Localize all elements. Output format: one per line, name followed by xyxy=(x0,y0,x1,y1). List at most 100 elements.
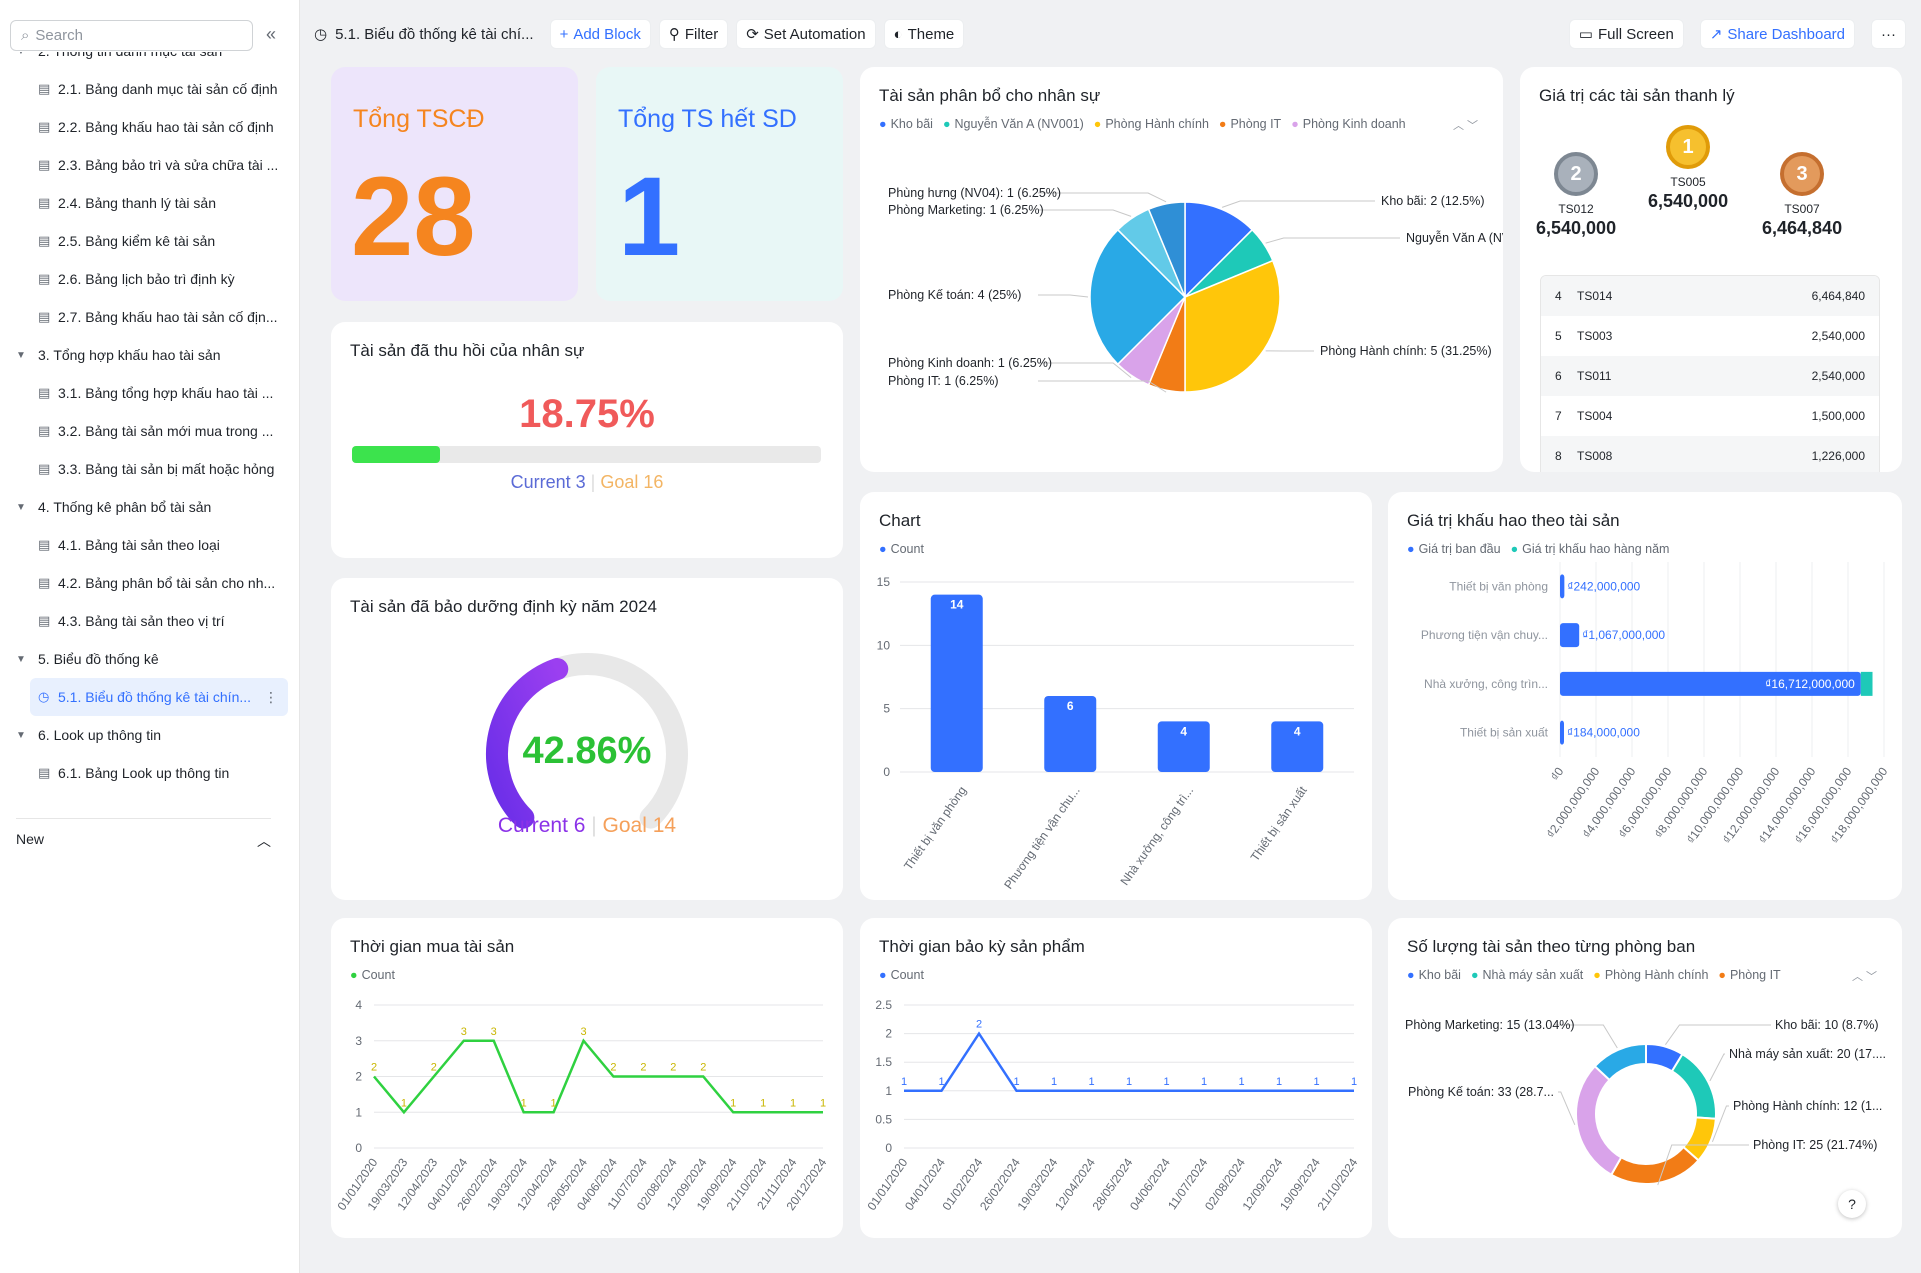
nav-item[interactable]: ▤ 4.3. Bảng tài sản theo vị trí xyxy=(0,602,300,640)
nav-item[interactable]: ▤ 2.6. Bảng lịch bảo trì định kỳ xyxy=(0,260,300,298)
table-row: 7 TS004 1,500,000 xyxy=(1541,396,1879,436)
y-tick-label: 0.5 xyxy=(875,1112,892,1126)
donut-chart-card[interactable]: Số lượng tài sản theo từng phòng ban Kho… xyxy=(1388,918,1902,1238)
podium-entry: 2 TS012 6,540,000 xyxy=(1536,152,1616,239)
pie-slice xyxy=(1089,228,1187,366)
more-icon: ··· xyxy=(1881,25,1896,43)
legend-pager-icon[interactable]: ︿ ﹀ xyxy=(1852,971,1878,983)
kpi-value: 28 xyxy=(351,154,476,279)
add-block-button[interactable]: + Add Block xyxy=(549,19,651,49)
table-row: 6 TS011 2,540,000 xyxy=(1541,356,1879,396)
nav-item[interactable]: ▼ 4. Thống kê phân bổ tài sản xyxy=(0,488,300,526)
nav-item[interactable]: ▼ 6. Look up thông tin xyxy=(0,716,300,754)
nav-item[interactable]: ▤ 4.2. Bảng phân bổ tài sản cho nh... xyxy=(0,564,300,602)
point-value-label: 2 xyxy=(976,1019,982,1031)
bar-chart: 0 5 10 15 14 Thiết bị văn phòng 6 Phương tiện v… xyxy=(877,575,1354,892)
dashboard-title-text: 5.1. Biểu đồ thống kê tài chí... xyxy=(335,25,534,43)
row-rank: 4 xyxy=(1555,289,1562,303)
podium-value: 6,540,000 xyxy=(1648,191,1729,211)
gauge-goal: Goal 14 xyxy=(602,814,677,837)
nav-item[interactable]: ▤ 2.2. Bảng khấu hao tài sản cố định xyxy=(0,108,300,146)
line-chart-card-mua[interactable]: Thời gian mua tài sản Count 01234201/01/… xyxy=(331,918,843,1238)
nav-item-label: 4. Thống kê phân bổ tài sản xyxy=(38,499,212,515)
gauge-caption: Current 6 | Goal 14 xyxy=(497,814,677,837)
gauge-fill xyxy=(486,658,569,829)
progress-card-thu-hoi[interactable]: Tài sản đã thu hồi của nhân sự 18.75% Cu… xyxy=(331,322,843,558)
row-code: TS011 xyxy=(1577,369,1612,383)
x-tick-label: Thiết bị văn phòng xyxy=(901,784,969,873)
chart-legend: Kho bãi Nhà máy sản xuất Phòng Hành chính P… xyxy=(1407,968,1781,982)
collapse-sidebar-icon[interactable]: « xyxy=(266,24,277,44)
kpi-value: 1 xyxy=(618,154,681,279)
nav-item-label: 6.1. Bảng Look up thông tin xyxy=(58,765,230,781)
progress-fill xyxy=(352,446,440,463)
more-button[interactable]: ··· xyxy=(1871,19,1906,49)
table-icon: ▤ xyxy=(38,271,51,286)
bar-chart-card[interactable]: Chart Count 0 5 10 15 14 Thiết bị văn phòng 6 P… xyxy=(860,492,1372,900)
kpi-card-total-tscd[interactable]: Tổng TSCĐ 28 xyxy=(331,67,578,301)
nav-item[interactable]: ▤ 3.2. Bảng tài sản mới mua trong ... xyxy=(0,412,300,450)
bar-value-label: 4 xyxy=(1294,724,1301,738)
legend-item: Giá trị ban đầu xyxy=(1407,542,1501,556)
series-line xyxy=(904,1031,1354,1093)
table-icon: ▤ xyxy=(38,423,51,438)
y-tick-label: 1 xyxy=(885,1084,892,1098)
chevron-up-icon[interactable]: ︿ xyxy=(257,833,271,849)
line-chart-card-bao-ky[interactable]: Thời gian bảo kỳ sản phẩm Count 0 0.5 1 1.5… xyxy=(860,918,1372,1238)
set-automation-button[interactable]: ⟳ Set Automation xyxy=(736,19,876,49)
nav-item[interactable]: ▤ 2.5. Bảng kiểm kê tài sản xyxy=(0,222,300,260)
search-input[interactable]: ⌕ Search xyxy=(10,20,253,51)
theme-button[interactable]: ◐ Theme xyxy=(883,19,965,49)
bar xyxy=(1560,574,1565,599)
legend-item: Phòng IT xyxy=(1219,117,1281,131)
nav-item[interactable]: ▤ 4.1. Bảng tài sản theo loại xyxy=(0,526,300,564)
gauge-card-bao-duong[interactable]: Tài sản đã bảo dưỡng định kỳ năm 2024 42… xyxy=(331,578,843,900)
help-icon[interactable]: ? xyxy=(1838,1190,1866,1218)
filter-button[interactable]: ⚲ Filter xyxy=(658,19,729,49)
table-icon: ▤ xyxy=(38,765,51,780)
nav-item[interactable]: ▼2. Thông tin danh mục tài sản xyxy=(0,52,300,70)
hbar-chart-card[interactable]: Giá trị khấu hao theo tài sản Giá trị ba… xyxy=(1388,492,1902,900)
share-dashboard-button[interactable]: ↗ Share Dashboard xyxy=(1699,19,1855,49)
more-vertical-icon[interactable]: ⋮ xyxy=(264,688,278,705)
pie-card-phan-bo[interactable]: Tài sản phân bổ cho nhân sự Kho bãi Nguyễ… xyxy=(860,67,1503,472)
nav-item[interactable]: ▼ 5. Biểu đồ thống kê xyxy=(0,640,300,678)
nav-item[interactable]: ▤ 2.1. Bảng danh mục tài sản cố định xyxy=(0,70,300,108)
legend-item: Count xyxy=(350,968,395,982)
nav-item[interactable]: ▤ 3.3. Bảng tài sản bị mất hoặc hỏng xyxy=(0,450,300,488)
point-value-label: 1 xyxy=(551,1097,557,1109)
kpi-card-total-het-sd[interactable]: Tổng TS hết SD 1 xyxy=(596,67,843,301)
search-icon: ⌕ xyxy=(21,27,30,44)
bar xyxy=(1044,696,1097,772)
point-value-label: 1 xyxy=(1088,1076,1094,1088)
nav-item[interactable]: ▤ 2.4. Bảng thanh lý tài sản xyxy=(0,184,300,222)
bar-value-label: ₫1,067,000,000 xyxy=(1582,628,1665,642)
clock-icon: ◷ xyxy=(314,26,328,43)
ranking-card-thanh-ly[interactable]: Giá trị các tài sản thanh lý 2 TS012 6,540… xyxy=(1520,67,1902,472)
chart-legend: Count xyxy=(879,968,924,982)
donut-slice xyxy=(1670,1052,1717,1120)
table-row: 8 TS008 1,226,000 xyxy=(1541,436,1879,472)
y-tick-label: Nhà xưởng, công trìn... xyxy=(1424,677,1548,691)
point-value-label: 1 xyxy=(1238,1076,1244,1088)
nav-item[interactable]: ▤ 2.7. Bảng khấu hao tài sản cố địn... xyxy=(0,298,300,336)
bar-value-label: 4 xyxy=(1180,724,1187,738)
bar xyxy=(1271,721,1324,772)
donut-leader xyxy=(1555,1024,1618,1049)
nav-item-label: 5. Biểu đồ thống kê xyxy=(38,651,159,667)
legend-item: Count xyxy=(879,968,924,982)
x-tick-label: Nhà xưởng, công trì... xyxy=(1117,784,1196,888)
nav-item[interactable]: ◷ 5.1. Biểu đồ thống kê tài chín... ⋮ xyxy=(30,678,288,716)
legend-pager-icon[interactable]: ︿ ﹀ xyxy=(1453,120,1479,132)
nav-item[interactable]: ▼ 3. Tổng hợp khấu hao tài sản xyxy=(0,336,300,374)
full-screen-button[interactable]: ▭ Full Screen xyxy=(1568,19,1684,49)
new-section[interactable]: New ︿ xyxy=(16,818,271,851)
table-icon: ▤ xyxy=(38,461,51,476)
legend-item: Phòng Hành chính xyxy=(1593,968,1709,982)
nav-item[interactable]: ▤ 6.1. Bảng Look up thông tin xyxy=(0,754,300,792)
nav-item[interactable]: ▤ 3.1. Bảng tổng hợp khấu hao tài ... xyxy=(0,374,300,412)
nav-item[interactable]: ▤ 2.3. Bảng bảo trì và sửa chữa tài ... xyxy=(0,146,300,184)
nav-item-label: 2. Thông tin danh mục tài sản xyxy=(38,52,222,59)
nav-item-label: 2.5. Bảng kiểm kê tài sản xyxy=(58,233,216,249)
nav-item-label: 4.3. Bảng tài sản theo vị trí xyxy=(58,613,225,629)
